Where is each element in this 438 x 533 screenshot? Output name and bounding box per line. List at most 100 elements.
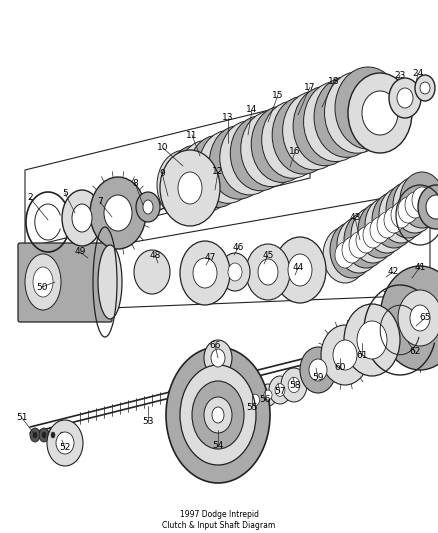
Ellipse shape	[330, 222, 374, 278]
Ellipse shape	[335, 67, 401, 149]
Ellipse shape	[389, 78, 421, 118]
Text: 10: 10	[157, 143, 169, 152]
Ellipse shape	[418, 185, 438, 229]
Ellipse shape	[249, 157, 265, 185]
Text: 55: 55	[246, 403, 258, 413]
Ellipse shape	[293, 86, 357, 166]
Ellipse shape	[192, 381, 244, 449]
Text: 7: 7	[97, 198, 103, 206]
Ellipse shape	[384, 207, 404, 233]
Ellipse shape	[377, 212, 397, 238]
Text: 44: 44	[293, 263, 304, 272]
Text: 18: 18	[328, 77, 340, 86]
Ellipse shape	[344, 304, 400, 376]
Ellipse shape	[134, 250, 170, 294]
Ellipse shape	[177, 181, 193, 209]
Ellipse shape	[262, 101, 324, 178]
Ellipse shape	[207, 159, 227, 184]
Ellipse shape	[294, 142, 310, 170]
Ellipse shape	[193, 258, 217, 288]
Ellipse shape	[349, 232, 369, 258]
Ellipse shape	[195, 175, 211, 203]
Ellipse shape	[426, 195, 438, 219]
Ellipse shape	[351, 207, 395, 263]
Ellipse shape	[33, 267, 53, 297]
Text: 52: 52	[59, 443, 71, 453]
Ellipse shape	[98, 245, 122, 319]
Ellipse shape	[314, 77, 379, 157]
Ellipse shape	[167, 145, 224, 216]
Ellipse shape	[72, 204, 92, 232]
Ellipse shape	[104, 195, 132, 231]
Ellipse shape	[321, 325, 369, 385]
Ellipse shape	[348, 124, 364, 152]
Ellipse shape	[283, 92, 346, 170]
Ellipse shape	[342, 237, 362, 263]
Ellipse shape	[357, 321, 387, 359]
Ellipse shape	[323, 227, 367, 283]
Ellipse shape	[420, 82, 430, 94]
Text: 41: 41	[414, 262, 426, 271]
Ellipse shape	[380, 266, 438, 370]
Text: 12: 12	[212, 167, 224, 176]
Text: 50: 50	[36, 282, 48, 292]
Text: 49: 49	[74, 247, 86, 256]
Ellipse shape	[288, 254, 312, 286]
Ellipse shape	[288, 377, 300, 393]
Text: 46: 46	[232, 244, 244, 253]
Ellipse shape	[51, 432, 55, 438]
Ellipse shape	[271, 131, 293, 158]
Ellipse shape	[30, 428, 40, 442]
Ellipse shape	[282, 126, 304, 153]
Ellipse shape	[400, 172, 438, 228]
Ellipse shape	[47, 420, 83, 466]
Ellipse shape	[303, 117, 325, 144]
Ellipse shape	[186, 178, 202, 206]
Ellipse shape	[412, 187, 432, 213]
Text: 8: 8	[132, 179, 138, 188]
Text: 23: 23	[394, 70, 406, 79]
Text: 65: 65	[419, 313, 431, 322]
Ellipse shape	[239, 145, 260, 171]
Ellipse shape	[415, 75, 435, 101]
Ellipse shape	[212, 407, 224, 423]
Ellipse shape	[267, 151, 283, 179]
Ellipse shape	[197, 164, 216, 189]
Ellipse shape	[309, 359, 327, 381]
Ellipse shape	[213, 169, 229, 197]
Text: 58: 58	[289, 381, 301, 390]
Ellipse shape	[164, 186, 180, 208]
Ellipse shape	[60, 432, 64, 438]
Ellipse shape	[199, 131, 257, 203]
Ellipse shape	[398, 197, 418, 223]
Ellipse shape	[365, 197, 409, 253]
Text: 48: 48	[149, 251, 161, 260]
Ellipse shape	[358, 202, 402, 258]
Ellipse shape	[57, 428, 67, 442]
Text: 11: 11	[186, 131, 198, 140]
Ellipse shape	[325, 108, 347, 135]
Ellipse shape	[274, 237, 326, 303]
Text: 56: 56	[259, 395, 271, 405]
Ellipse shape	[220, 253, 250, 291]
Ellipse shape	[348, 73, 412, 153]
Ellipse shape	[42, 432, 46, 438]
Ellipse shape	[204, 340, 232, 376]
Ellipse shape	[276, 148, 292, 176]
Ellipse shape	[166, 347, 270, 483]
Ellipse shape	[56, 432, 74, 454]
Ellipse shape	[204, 397, 232, 433]
Ellipse shape	[303, 139, 319, 167]
Ellipse shape	[372, 192, 416, 248]
Ellipse shape	[180, 241, 230, 305]
FancyBboxPatch shape	[18, 243, 112, 322]
Ellipse shape	[180, 365, 256, 465]
Ellipse shape	[228, 263, 242, 281]
Ellipse shape	[245, 387, 265, 413]
Ellipse shape	[258, 259, 278, 285]
Ellipse shape	[261, 135, 282, 162]
Ellipse shape	[241, 111, 301, 187]
Text: 62: 62	[410, 348, 420, 357]
Ellipse shape	[379, 187, 423, 243]
Text: 43: 43	[350, 214, 360, 222]
